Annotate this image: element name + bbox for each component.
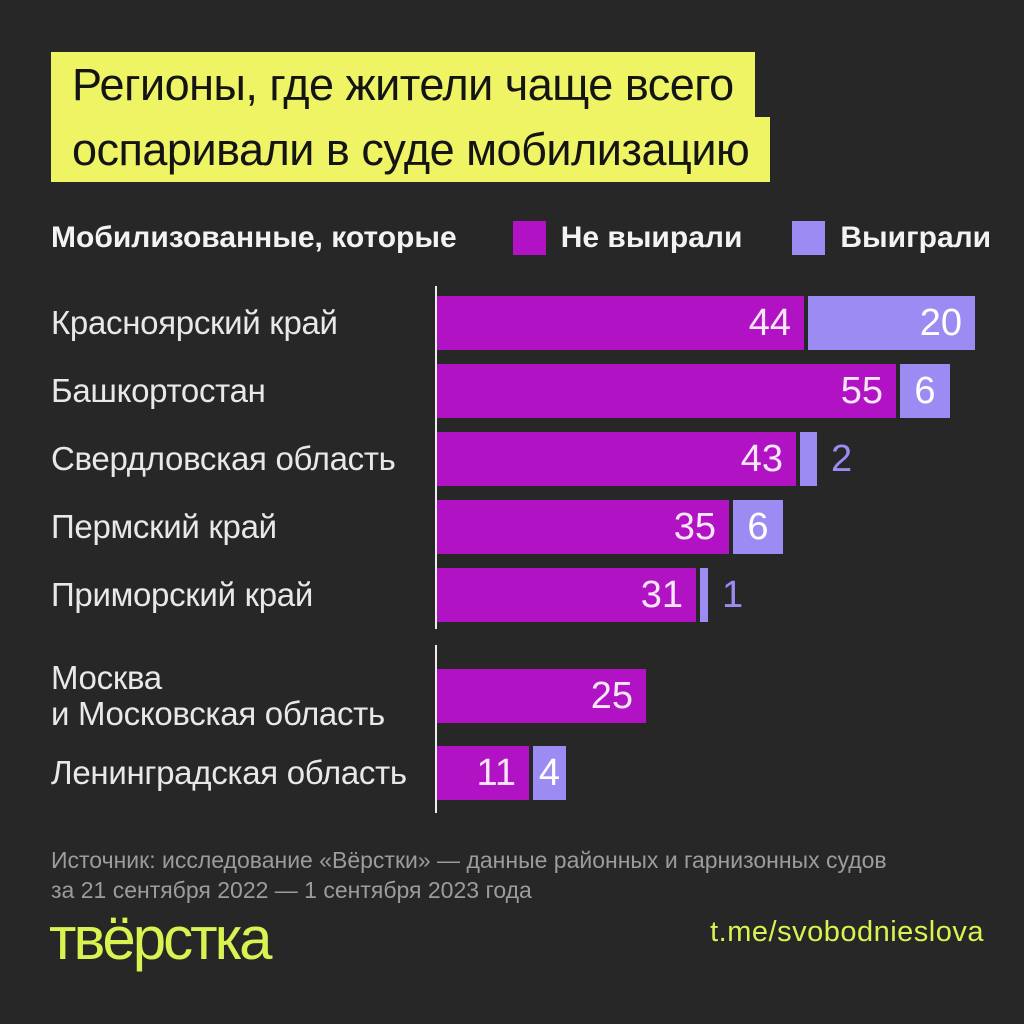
- chart-row: Пермский край 35 6: [51, 500, 1024, 554]
- chart-row: Свердловская область 43 2: [51, 432, 1024, 486]
- legend-label-won: Выиграли: [840, 221, 992, 254]
- legend-swatch-lost-icon: [512, 221, 546, 255]
- region-label: Москва и Московская область: [51, 659, 385, 732]
- bar-value: 43: [740, 437, 783, 480]
- bar-value: 4: [538, 751, 561, 794]
- bar-segment-won: [800, 432, 817, 486]
- bar-group: 31 1: [437, 568, 743, 622]
- bar-segment-lost: 43: [437, 432, 796, 486]
- bar-segment-lost: 44: [437, 296, 804, 350]
- bar-segment-won: 4: [533, 746, 566, 800]
- chart-group-2: Москва и Московская область 25 Ленинградск…: [51, 645, 1024, 813]
- chart-group-1: Красноярский край 44 20 Башкортостан 55 6 Свер…: [51, 286, 1024, 629]
- page-title: Регионы, где жители чаще всего оспаривал…: [51, 52, 771, 182]
- legend-prefix: Мобилизованные, которые: [51, 221, 457, 254]
- bar-segment-lost: 25: [437, 669, 646, 723]
- legend-label-lost: Не выирали: [560, 221, 743, 254]
- legend: Мобилизованные, которые Не выирали Выигр…: [51, 221, 1024, 255]
- bar-value: 6: [747, 505, 769, 548]
- legend-swatch-won-icon: [792, 221, 826, 255]
- bar-value: 35: [673, 505, 716, 548]
- chart-row: Ленинградская область 11 4: [51, 746, 1024, 800]
- chart-row: Приморский край 31 1: [51, 568, 1024, 622]
- region-label: Ленинградская область: [51, 754, 407, 791]
- chart-row: Красноярский край 44 20: [51, 296, 1024, 350]
- source-note-line-1: Источник: исследование «Вёрстки» — данны…: [51, 847, 887, 873]
- axis-line: [435, 286, 437, 629]
- bar-chart: Красноярский край 44 20 Башкортостан 55 6 Свер…: [51, 286, 1024, 813]
- bar-value: 31: [640, 573, 683, 616]
- source-note: Источник: исследование «Вёрстки» — данны…: [51, 845, 887, 905]
- source-note-line-2: за 21 сентября 2022 — 1 сентября 2023 го…: [51, 877, 532, 903]
- bar-group: 43 2: [437, 432, 852, 486]
- bar-segment-won: 6: [900, 364, 950, 418]
- bar-value: 6: [914, 369, 936, 412]
- region-label: Башкортостан: [51, 372, 266, 409]
- chart-row: Москва и Московская область 25: [51, 660, 1024, 732]
- axis-line: [435, 645, 437, 813]
- bar-group: 25: [437, 669, 646, 723]
- bar-segment-lost: 31: [437, 568, 696, 622]
- bar-value: 2: [831, 437, 853, 480]
- bar-value: 25: [590, 674, 633, 717]
- bar-segment-won: 20: [808, 296, 975, 350]
- bar-value: 1: [722, 573, 744, 616]
- bar-value: 44: [748, 301, 791, 344]
- bar-segment-won: [700, 568, 708, 622]
- bar-segment-lost: 35: [437, 500, 729, 554]
- chart-row: Башкортостан 55 6: [51, 364, 1024, 418]
- bar-segment-won: 6: [733, 500, 783, 554]
- page-title-line-2: оспаривали в суде мобилизацию: [51, 117, 771, 182]
- region-label: Красноярский край: [51, 304, 338, 341]
- region-label: Свердловская область: [51, 440, 396, 477]
- bar-segment-lost: 11: [437, 746, 529, 800]
- bar-value: 20: [919, 301, 962, 344]
- bar-value: 55: [840, 369, 883, 412]
- page-title-line-1: Регионы, где жители чаще всего: [51, 52, 755, 117]
- region-label: Пермский край: [51, 508, 277, 545]
- bar-segment-lost: 55: [437, 364, 896, 418]
- telegram-link[interactable]: t.me/svobodnieslova: [710, 916, 984, 948]
- bar-group: 11 4: [437, 746, 566, 800]
- bar-value: 11: [476, 751, 516, 794]
- region-label: Приморский край: [51, 576, 313, 613]
- bar-group: 35 6: [437, 500, 783, 554]
- bar-group: 55 6: [437, 364, 950, 418]
- verstka-logo: твёрстка: [49, 905, 273, 972]
- bar-group: 44 20: [437, 296, 975, 350]
